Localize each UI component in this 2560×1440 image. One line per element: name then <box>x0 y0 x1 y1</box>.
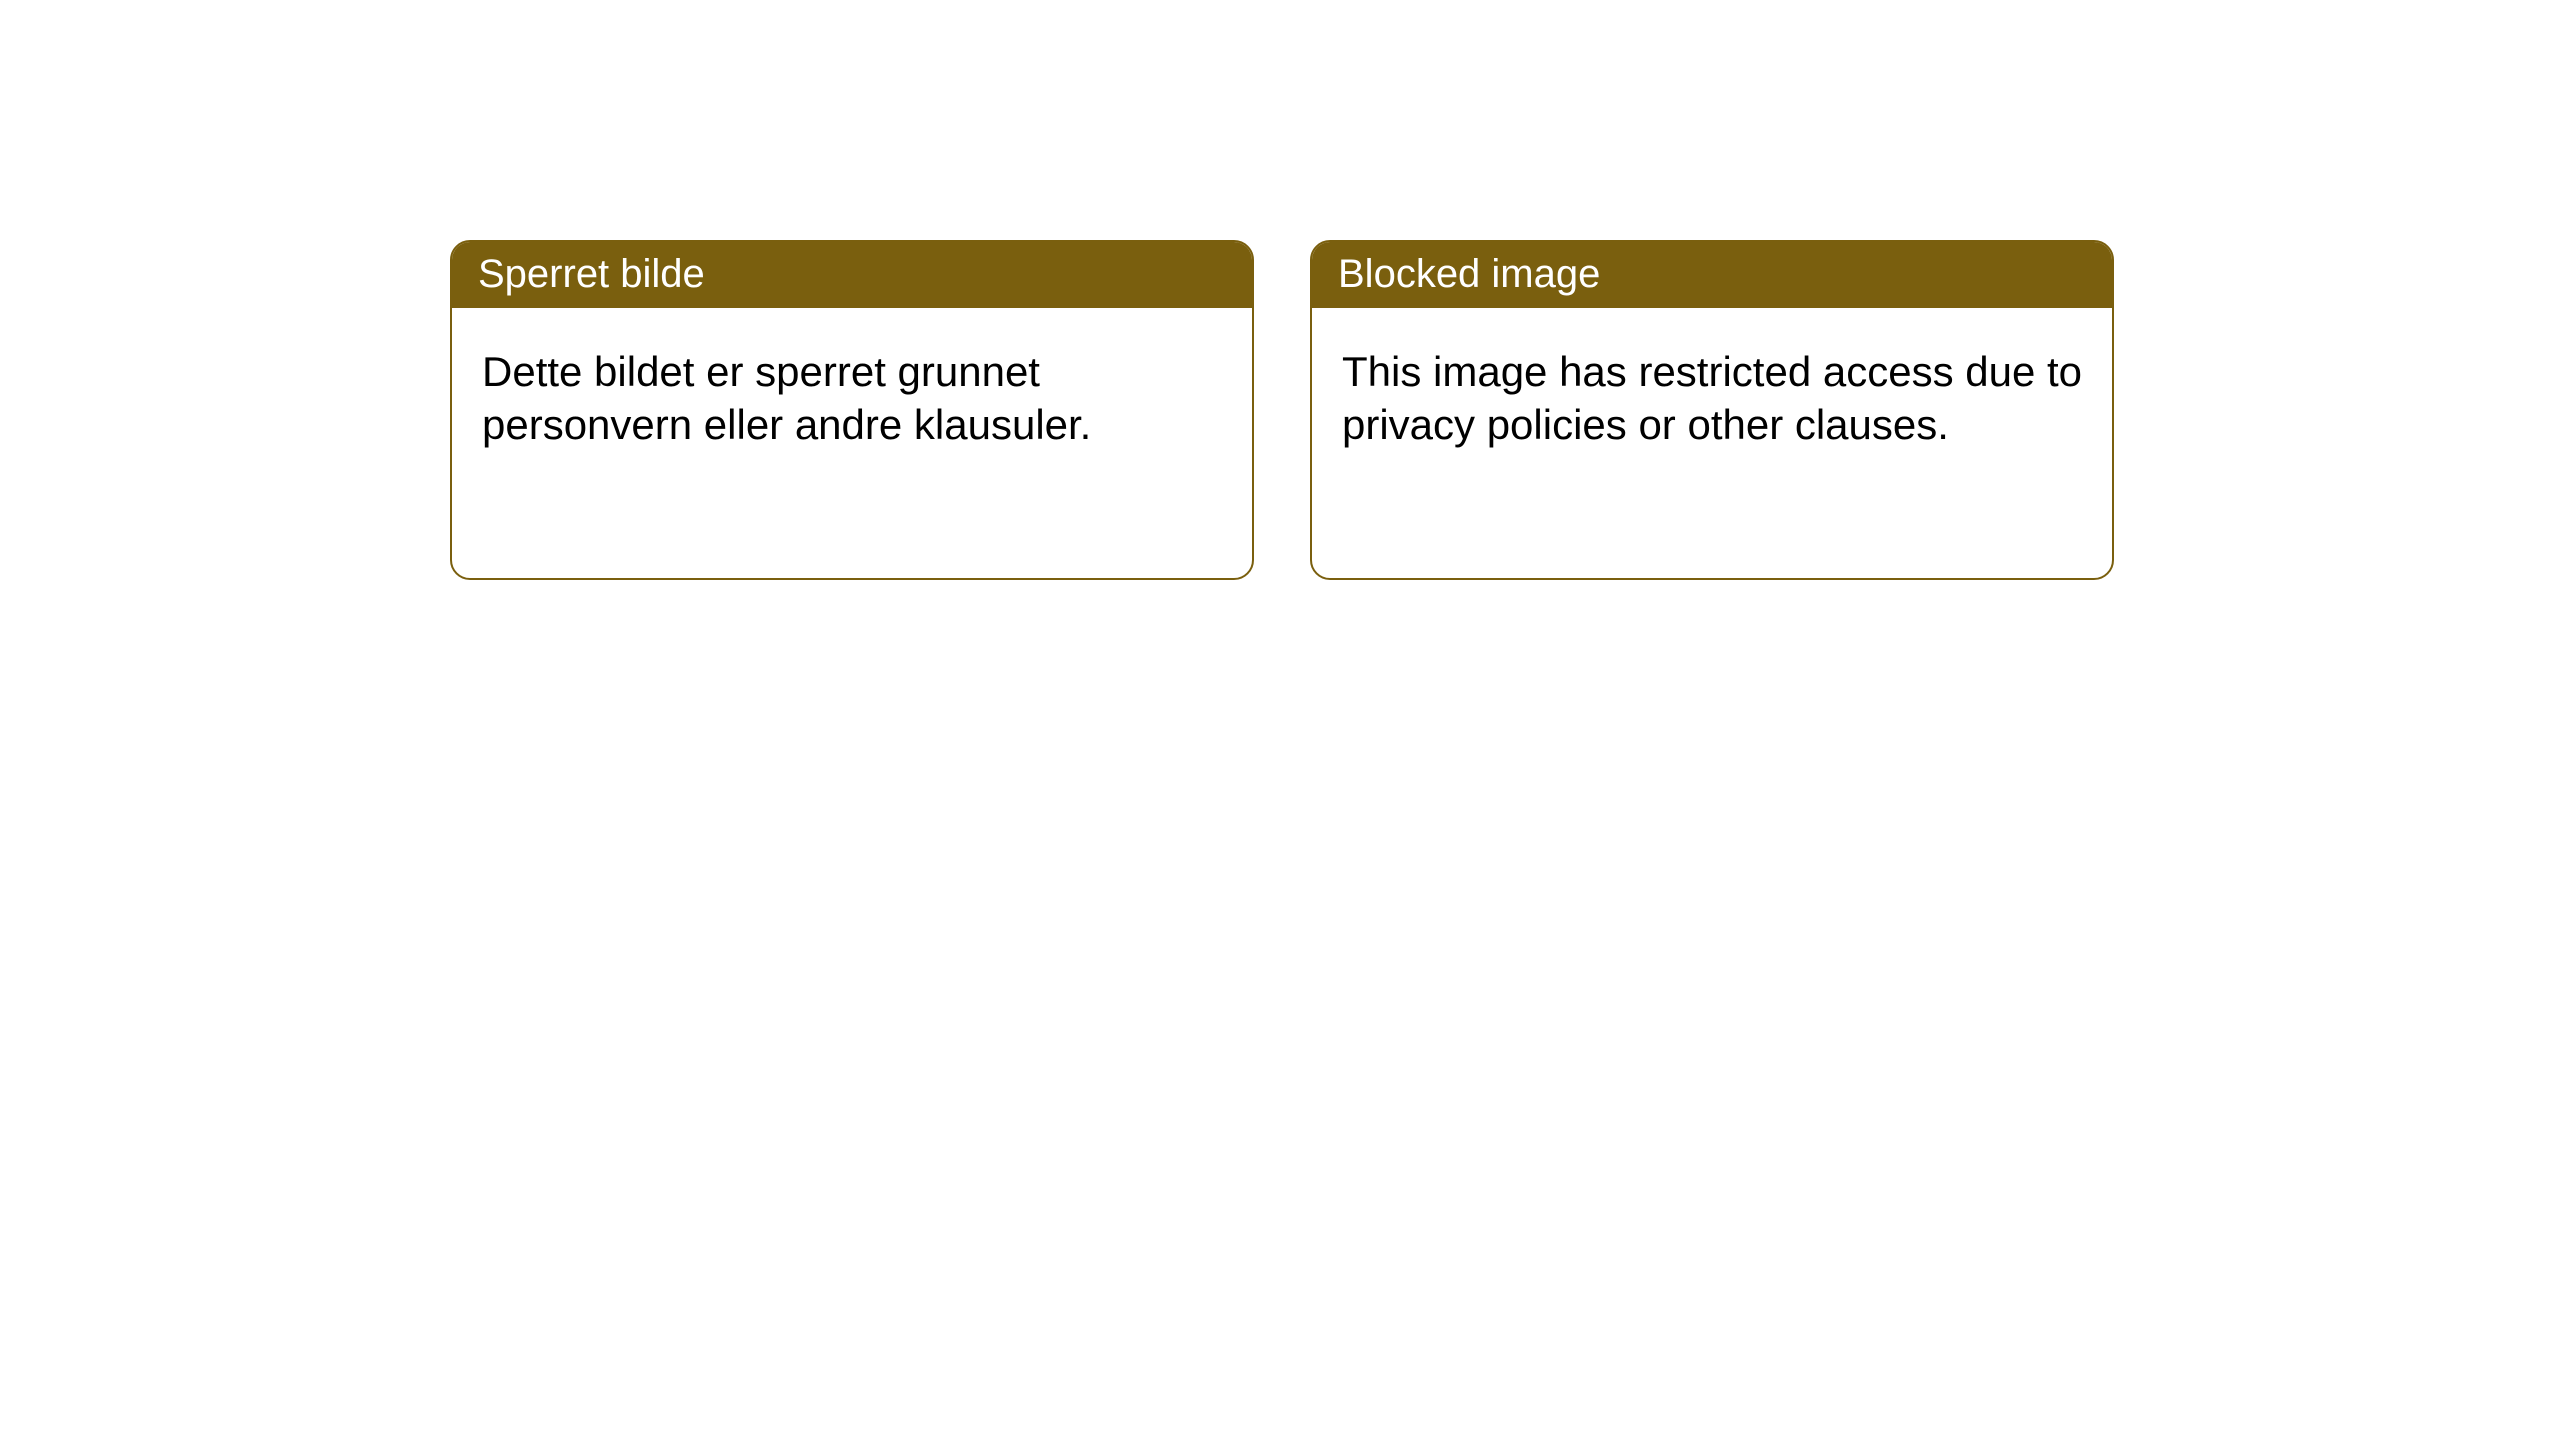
panel-body-text: This image has restricted access due to … <box>1312 308 2112 489</box>
panel-header: Sperret bilde <box>452 242 1252 308</box>
panel-body-text: Dette bildet er sperret grunnet personve… <box>452 308 1252 489</box>
blocked-image-panel-no: Sperret bilde Dette bildet er sperret gr… <box>450 240 1254 580</box>
panel-header: Blocked image <box>1312 242 2112 308</box>
blocked-image-panel-en: Blocked image This image has restricted … <box>1310 240 2114 580</box>
panel-container: Sperret bilde Dette bildet er sperret gr… <box>0 0 2560 580</box>
